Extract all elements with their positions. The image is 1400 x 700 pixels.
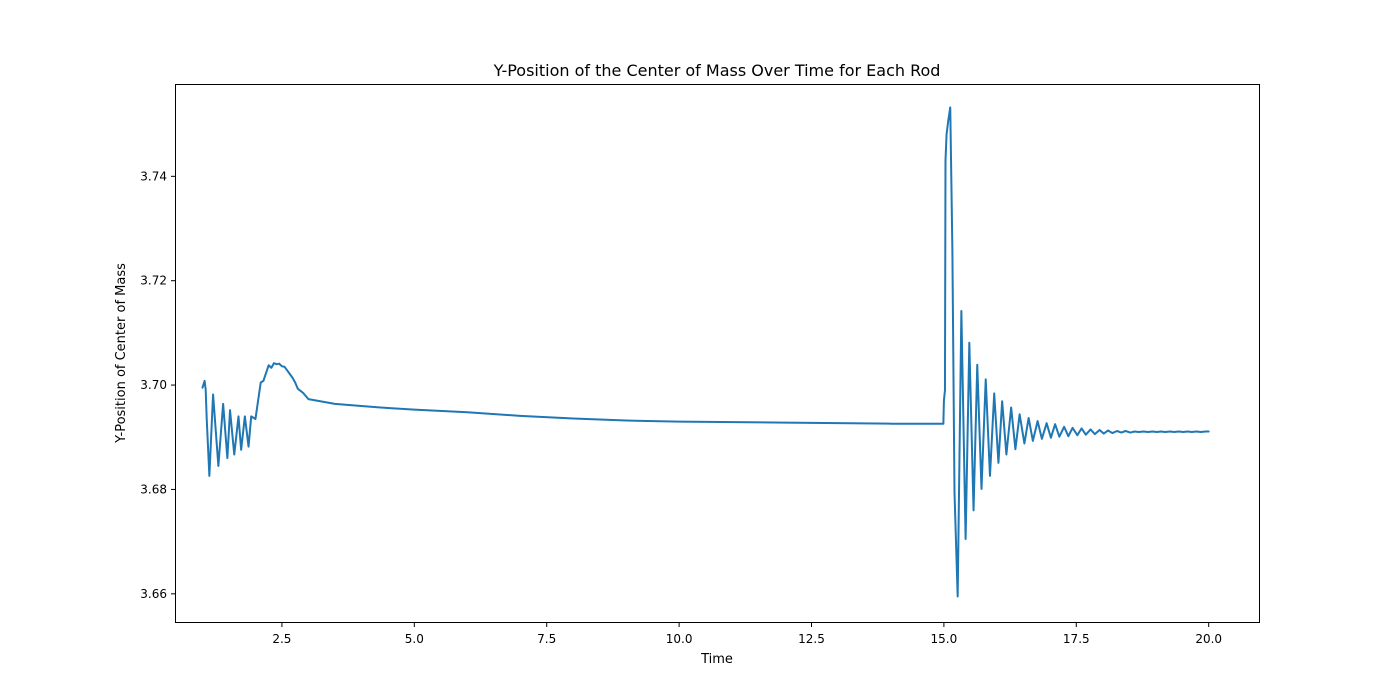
x-tick-label: 17.5 bbox=[1063, 632, 1090, 646]
y-axis-label: Y-Position of Center of Mass bbox=[114, 263, 129, 444]
x-tick-label: 7.5 bbox=[537, 632, 556, 646]
y-tick-label: 3.72 bbox=[140, 274, 167, 288]
chart-title: Y-Position of the Center of Mass Over Ti… bbox=[493, 61, 941, 80]
plot-area bbox=[175, 84, 1260, 623]
y-tick-label: 3.68 bbox=[140, 482, 167, 496]
x-tick-label: 2.5 bbox=[272, 632, 291, 646]
y-tick-label: 3.66 bbox=[140, 587, 167, 601]
x-tick-label: 15.0 bbox=[931, 632, 958, 646]
y-axis-ticks: 3.66 3.68 3.70 3.72 3.74 bbox=[140, 169, 176, 601]
y-tick-label: 3.74 bbox=[140, 169, 167, 183]
y-tick-label: 3.70 bbox=[140, 378, 167, 392]
x-axis-label: Time bbox=[700, 652, 733, 667]
x-tick-label: 10.0 bbox=[666, 632, 693, 646]
x-axis-ticks: 2.5 5.0 7.5 10.0 12.5 15.0 17.5 20.0 bbox=[272, 622, 1222, 646]
x-tick-label: 12.5 bbox=[798, 632, 825, 646]
x-tick-label: 5.0 bbox=[405, 632, 424, 646]
x-tick-label: 20.0 bbox=[1195, 632, 1222, 646]
plot-frame bbox=[175, 84, 1260, 623]
series-line bbox=[201, 106, 1210, 598]
